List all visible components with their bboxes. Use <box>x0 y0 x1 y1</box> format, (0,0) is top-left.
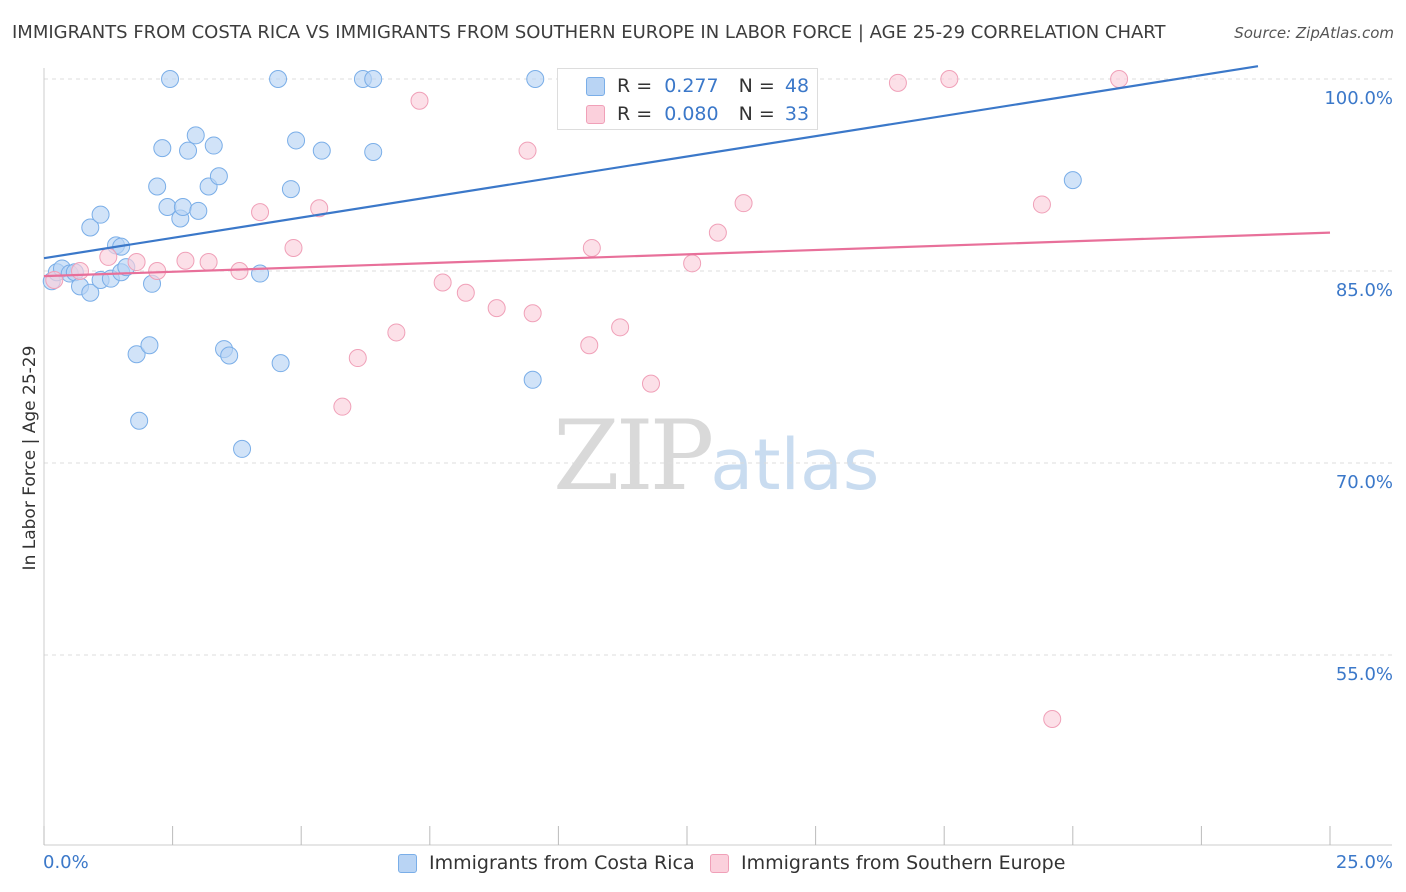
point-southern-europe <box>71 262 90 280</box>
y-tick-label: 100.0% <box>1324 88 1393 109</box>
point-costa-rica <box>364 142 383 161</box>
point-southern-europe <box>708 223 727 242</box>
y-tick-label: 85.0% <box>1336 280 1393 301</box>
x-tick-label-max: 25.0% <box>1335 852 1393 873</box>
point-southern-europe <box>683 254 702 273</box>
point-southern-europe <box>580 336 599 355</box>
point-costa-rica <box>269 70 288 88</box>
correlation-legend: R = 0.277 N = 48 R = 0.080 N = 33 <box>557 68 818 130</box>
n-label: N = <box>738 75 775 97</box>
legend-item-southern-europe: Immigrants from Southern Europe <box>710 852 1065 874</box>
point-costa-rica <box>153 139 172 158</box>
point-southern-europe <box>1043 710 1062 728</box>
point-costa-rica <box>127 345 146 364</box>
point-southern-europe <box>310 199 329 218</box>
axes <box>43 68 1392 846</box>
data-points <box>42 70 1129 728</box>
point-southern-europe <box>199 253 218 272</box>
point-costa-rica <box>220 346 239 365</box>
point-costa-rica <box>364 70 383 88</box>
point-southern-europe <box>611 318 630 337</box>
r-value: 0.080 <box>664 103 719 125</box>
point-costa-rica <box>91 205 110 224</box>
point-southern-europe <box>99 247 118 266</box>
point-southern-europe <box>487 299 506 318</box>
point-costa-rica <box>312 141 331 160</box>
point-costa-rica <box>173 198 192 216</box>
point-southern-europe <box>127 253 146 272</box>
point-costa-rica <box>233 439 252 458</box>
point-costa-rica <box>189 201 208 220</box>
point-costa-rica <box>161 70 180 88</box>
point-costa-rica <box>140 336 159 355</box>
point-costa-rica <box>287 131 306 150</box>
trend-line-costa-rica <box>43 65 1259 260</box>
point-southern-europe <box>641 374 660 393</box>
point-costa-rica <box>179 141 198 160</box>
point-southern-europe <box>387 323 406 342</box>
legend-swatch-southern-europe <box>710 853 729 873</box>
legend-swatch-costa-rica <box>586 76 605 96</box>
point-southern-europe <box>940 70 959 88</box>
point-costa-rica <box>186 126 205 145</box>
grid-lines <box>44 78 1392 656</box>
point-southern-europe <box>734 194 753 213</box>
point-southern-europe <box>45 270 64 289</box>
point-costa-rica <box>81 218 100 237</box>
point-costa-rica <box>148 177 167 196</box>
n-value: 48 <box>784 75 810 97</box>
point-costa-rica <box>130 411 149 430</box>
watermark-zip: ZIP <box>553 400 714 512</box>
point-southern-europe <box>251 203 270 222</box>
legend-swatch-southern-europe <box>586 104 605 124</box>
point-costa-rica <box>526 70 545 88</box>
point-costa-rica <box>281 180 300 199</box>
point-southern-europe <box>518 141 537 160</box>
legend-item-costa-rica: Immigrants from Costa Rica <box>398 852 695 874</box>
source-credit: Source: ZipAtlas.com <box>1234 24 1394 42</box>
legend-label-southern-europe: Immigrants from Southern Europe <box>741 852 1066 874</box>
point-southern-europe <box>582 238 601 257</box>
point-costa-rica <box>271 354 290 373</box>
point-southern-europe <box>888 73 907 92</box>
r-label: R = <box>617 75 653 97</box>
legend-swatch-costa-rica <box>398 853 417 873</box>
x-tick-label-min: 0.0% <box>43 852 89 873</box>
point-southern-europe <box>410 91 429 110</box>
r-label: R = <box>617 103 653 125</box>
n-value: 33 <box>784 103 810 125</box>
watermark-atlas: atlas <box>710 424 880 506</box>
legend-label-costa-rica: Immigrants from Costa Rica <box>429 852 695 874</box>
trend-lines <box>43 65 1331 278</box>
r-value: 0.277 <box>664 75 719 97</box>
legend-row-costa-rica: R = 0.277 N = 48 <box>558 72 809 100</box>
point-southern-europe <box>456 283 475 302</box>
point-southern-europe <box>230 262 249 280</box>
point-costa-rica <box>523 370 542 389</box>
point-costa-rica <box>209 167 228 186</box>
n-label: N = <box>738 103 775 125</box>
point-southern-europe <box>433 273 452 292</box>
point-southern-europe <box>176 251 195 270</box>
legend-row-southern-europe: R = 0.080 N = 33 <box>558 100 809 128</box>
point-southern-europe <box>284 238 303 257</box>
point-costa-rica <box>81 283 100 302</box>
trend-line-southern-europe <box>43 231 1331 278</box>
point-southern-europe <box>333 397 352 416</box>
watermark: ZIPatlas <box>553 400 879 512</box>
y-tick-label: 70.0% <box>1336 472 1393 493</box>
point-costa-rica <box>1063 171 1082 190</box>
y-tick-labels: 100.0% 85.0% 70.0% 55.0% <box>1324 88 1393 685</box>
series-legend: Immigrants from Costa Rica Immigrants fr… <box>0 852 1406 878</box>
point-southern-europe <box>523 304 542 323</box>
chart-title: IMMIGRANTS FROM COSTA RICA VS IMMIGRANTS… <box>12 22 1166 43</box>
point-southern-europe <box>1032 195 1051 214</box>
point-southern-europe <box>1110 70 1129 88</box>
y-tick-label: 55.0% <box>1336 664 1393 685</box>
point-southern-europe <box>348 349 367 368</box>
point-costa-rica <box>204 136 223 155</box>
